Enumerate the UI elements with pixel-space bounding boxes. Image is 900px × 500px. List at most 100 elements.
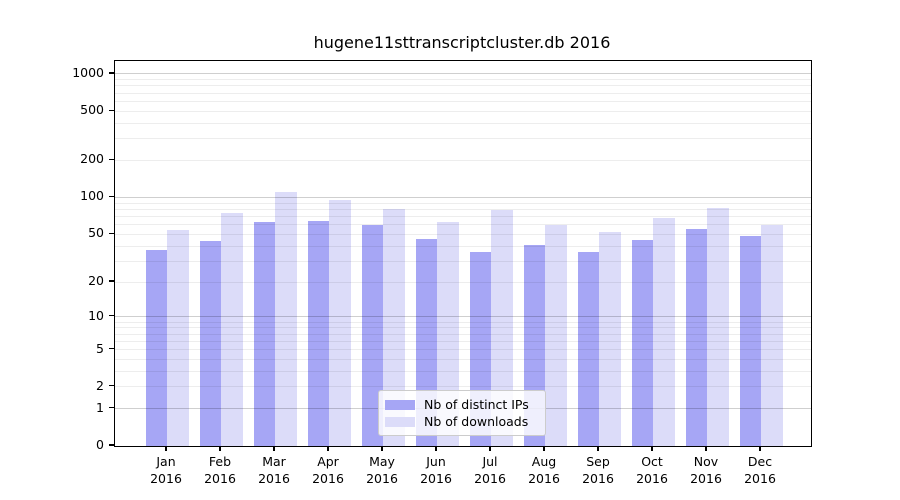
plot-area: [114, 60, 812, 447]
bar-downloads-aug: [545, 224, 567, 446]
legend-label-distinct-ips: Nb of distinct IPs: [424, 397, 529, 412]
x-axis-tick-label: Sep 2016: [568, 453, 628, 487]
bar-downloads-dec: [761, 224, 783, 446]
x-label-year: 2016: [744, 471, 776, 486]
x-axis-tick-label: Jul 2016: [460, 453, 520, 487]
y-axis-tick-label: 0: [96, 437, 104, 452]
y-axis-tick: [109, 158, 114, 160]
x-axis-tick: [597, 446, 599, 451]
y-axis-tick-label: 20: [88, 273, 104, 289]
x-label-month: Jun: [426, 454, 446, 469]
gridline-major: [115, 196, 811, 198]
y-axis-tick-label: 100: [80, 188, 104, 204]
legend: Nb of distinct IPs Nb of downloads: [378, 390, 546, 436]
x-axis-tick-label: Jan 2016: [136, 453, 196, 487]
x-axis-tick-label: Nov 2016: [676, 453, 736, 487]
legend-swatch-distinct-ips: [385, 399, 415, 410]
bar-distinct-ips-sep: [577, 251, 599, 446]
gridline-minor: [115, 224, 811, 226]
bar-distinct-ips-nov: [685, 229, 707, 446]
gridline-major: [115, 316, 811, 318]
y-axis-tick: [109, 280, 114, 282]
y-axis-tick: [109, 232, 114, 234]
x-label-month: Dec: [747, 454, 773, 469]
y-axis-tick: [109, 109, 114, 111]
gridline-minor: [115, 110, 811, 112]
x-axis-tick-label: Apr 2016: [298, 453, 358, 487]
x-axis-tick: [759, 446, 761, 451]
x-label-month: Aug: [531, 454, 557, 469]
gridline-minor: [115, 333, 811, 335]
x-axis-tick: [489, 446, 491, 451]
x-label-month: Nov: [693, 454, 719, 469]
bar-downloads-oct: [653, 217, 675, 446]
x-label-month: Sep: [586, 454, 610, 469]
bar-distinct-ips-oct: [631, 239, 653, 446]
x-axis-tick: [327, 446, 329, 451]
gridline-minor: [115, 321, 811, 323]
bar-downloads-mar: [275, 191, 297, 446]
gridline-minor: [115, 349, 811, 350]
gridline-minor: [115, 208, 811, 210]
gridline-minor: [115, 202, 811, 204]
x-label-year: 2016: [204, 471, 236, 486]
x-axis-tick-label: Oct 2016: [622, 453, 682, 487]
bar-distinct-ips-may: [361, 224, 383, 446]
gridline-minor: [115, 358, 811, 360]
y-axis-tick: [109, 385, 114, 387]
y-axis-tick: [109, 347, 114, 350]
bar-downloads-may: [383, 209, 405, 446]
x-label-year: 2016: [420, 471, 452, 486]
x-axis-tick-label: Feb 2016: [190, 453, 250, 487]
x-axis-tick: [543, 446, 545, 451]
x-axis-tick-label: Jun 2016: [406, 453, 466, 487]
x-label-month: Jul: [482, 454, 498, 469]
chart-title: hugene11sttranscriptcluster.db 2016: [313, 33, 611, 52]
y-axis-tick: [109, 407, 114, 409]
y-axis-tick-label: 5: [96, 340, 104, 356]
x-label-year: 2016: [474, 471, 506, 486]
gridline-minor: [115, 281, 811, 283]
y-axis-tick-label: 1000: [72, 64, 104, 80]
gridline-minor: [115, 122, 811, 124]
x-axis-tick: [651, 446, 653, 451]
bar-downloads-jul: [491, 210, 513, 446]
x-label-month: May: [369, 454, 395, 469]
gridline-minor: [115, 85, 811, 87]
y-axis-tick: [109, 315, 114, 317]
bar-distinct-ips-mar: [253, 222, 275, 446]
x-axis-tick: [381, 446, 383, 451]
legend-swatch-downloads: [385, 416, 415, 427]
gridline-minor: [115, 386, 811, 388]
x-label-month: Apr: [317, 454, 339, 469]
y-axis-tick: [109, 72, 114, 74]
x-axis-tick: [705, 446, 707, 451]
bar-downloads-feb: [221, 213, 243, 446]
gridline-minor: [115, 79, 811, 81]
x-label-year: 2016: [150, 471, 182, 486]
bar-distinct-ips-dec: [739, 236, 761, 446]
legend-entry-distinct-ips: Nb of distinct IPs: [385, 396, 539, 413]
y-axis-tick-label: 2: [96, 377, 104, 393]
x-axis-tick-label: Dec 2016: [730, 453, 790, 487]
legend-label-downloads: Nb of downloads: [424, 414, 529, 429]
x-axis-tick-label: Aug 2016: [514, 453, 574, 487]
gridline-major: [115, 73, 811, 75]
y-axis-tick-label: 200: [80, 151, 104, 167]
bar-downloads-nov: [707, 208, 729, 446]
bar-distinct-ips-feb: [199, 241, 221, 446]
gridline-minor: [115, 100, 811, 102]
x-label-month: Feb: [208, 454, 232, 469]
x-axis-tick: [219, 446, 221, 451]
x-axis-tick: [165, 446, 167, 451]
gridline-minor: [115, 138, 811, 140]
x-label-year: 2016: [312, 471, 344, 486]
x-label-year: 2016: [690, 471, 722, 486]
x-label-year: 2016: [366, 471, 398, 486]
y-axis-tick-label: 10: [88, 307, 104, 323]
legend-entry-downloads: Nb of downloads: [385, 413, 539, 430]
bar-downloads-jun: [437, 222, 459, 446]
gridline-minor: [115, 245, 811, 247]
gridline-minor: [115, 159, 811, 161]
